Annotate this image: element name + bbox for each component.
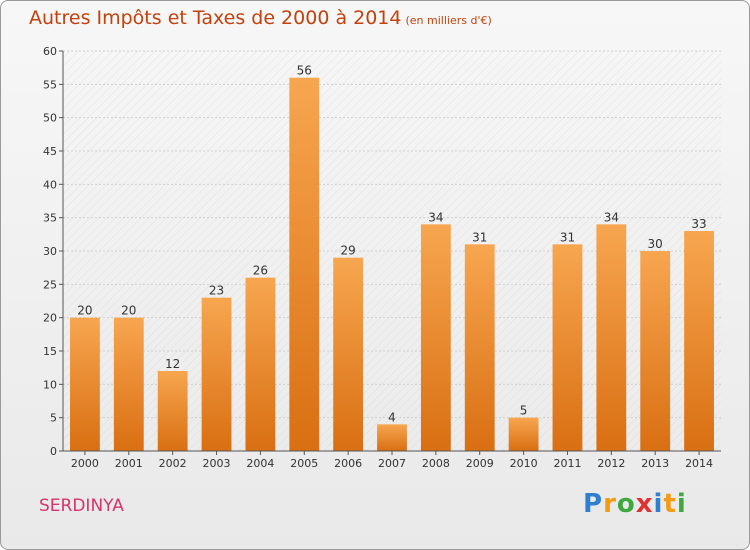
x-tick-label: 2010 <box>510 457 538 470</box>
bar-value-label: 31 <box>472 230 487 244</box>
value-labels: 20 20 12 23 26 56 29 4 34 31 5 31 34 30 33 <box>77 64 706 425</box>
x-tick-label: 2006 <box>334 457 362 470</box>
bars <box>70 77 714 452</box>
y-tick-label: 5 <box>50 412 57 425</box>
bar <box>245 277 276 451</box>
y-tick-label: 30 <box>43 245 57 258</box>
y-tick-label: 20 <box>43 312 57 325</box>
x-tick-label: 2005 <box>290 457 318 470</box>
bar-value-label: 12 <box>165 357 180 371</box>
bar <box>201 297 232 451</box>
x-tick-label: 2007 <box>378 457 406 470</box>
y-tick-label: 40 <box>43 178 57 191</box>
bar-value-label: 29 <box>340 244 355 258</box>
x-tick-label: 2009 <box>466 457 494 470</box>
logo-letter: o <box>616 489 636 519</box>
bar-value-label: 4 <box>388 410 396 424</box>
x-tick-label: 2000 <box>71 457 99 470</box>
bar <box>333 257 364 451</box>
bar-value-label: 20 <box>77 304 92 318</box>
bar-value-label: 30 <box>648 237 663 251</box>
x-tick-label: 2004 <box>246 457 274 470</box>
y-tick-label: 55 <box>43 78 57 91</box>
x-tick-label: 2012 <box>597 457 625 470</box>
bar-value-label: 26 <box>253 264 268 278</box>
bar <box>289 77 320 452</box>
logo-letter: i <box>653 489 664 519</box>
bar-value-label: 20 <box>121 304 136 318</box>
bar <box>70 317 100 451</box>
bar <box>377 424 407 451</box>
x-tick-label: 2014 <box>685 457 713 470</box>
bar <box>420 224 451 451</box>
location-label: SERDINYA <box>39 496 124 516</box>
bar-value-label: 23 <box>209 284 224 298</box>
bar-value-label: 34 <box>604 210 619 224</box>
bar <box>157 371 188 451</box>
bar <box>552 244 583 451</box>
logo-letter: x <box>635 489 654 519</box>
bar-value-label: 56 <box>297 64 312 78</box>
bar-value-label: 34 <box>428 210 443 224</box>
chart-title: Autres Impôts et Taxes de 2000 à 2014 (en… <box>29 7 492 29</box>
bar-value-label: 5 <box>520 404 528 418</box>
y-tick-label: 15 <box>43 345 57 358</box>
x-tick-label: 2002 <box>159 457 187 470</box>
chart-subtitle: (en milliers d'€) <box>405 14 492 27</box>
bar <box>113 317 144 451</box>
bar-value-label: 31 <box>560 230 575 244</box>
x-tick-label: 2001 <box>115 457 143 470</box>
logo-letter: P <box>583 489 604 519</box>
x-tick-label: 2008 <box>422 457 450 470</box>
title-text: Autres Impôts et Taxes de 2000 à 2014 <box>29 7 402 29</box>
logo-letter: r <box>603 489 617 519</box>
bar <box>508 417 539 451</box>
bar-value-label: 33 <box>691 217 706 231</box>
y-tick-label: 45 <box>43 145 57 158</box>
bar <box>640 251 671 451</box>
y-tick-label: 60 <box>43 45 57 58</box>
bar <box>684 231 714 451</box>
y-tick-label: 35 <box>43 212 57 225</box>
logo-letter: t <box>663 489 677 519</box>
y-tick-label: 0 <box>50 445 57 458</box>
x-tick-label: 2003 <box>203 457 231 470</box>
y-tick-label: 10 <box>43 378 57 391</box>
bar <box>464 244 495 451</box>
bar <box>596 224 627 451</box>
y-tick-label: 25 <box>43 278 57 291</box>
x-tick-label: 2011 <box>553 457 581 470</box>
x-tick-label: 2013 <box>641 457 669 470</box>
y-tick-label: 50 <box>43 112 57 125</box>
logo-letter: i <box>676 489 687 519</box>
proxiti-logo: Proxiti <box>583 489 687 519</box>
